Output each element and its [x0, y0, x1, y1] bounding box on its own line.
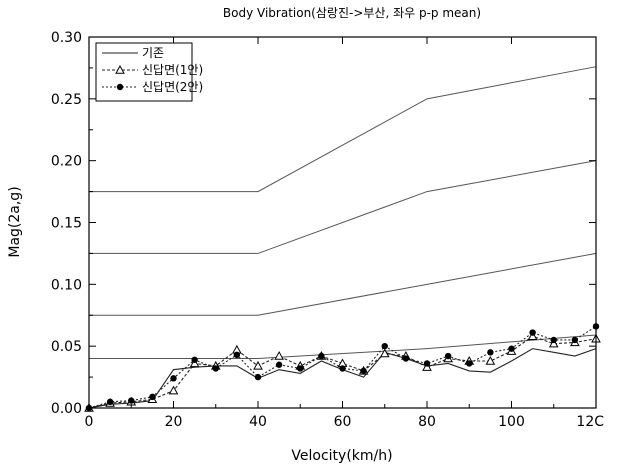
data-point-triangle [422, 362, 432, 371]
data-point-triangle [274, 351, 284, 360]
x-tick-label: 80 [418, 414, 436, 430]
x-tick-label: 12C [576, 414, 604, 430]
y-tick-label: 0.10 [51, 277, 82, 293]
reference-line [89, 160, 597, 254]
data-point-triangle [253, 360, 263, 370]
data-point-triangle [485, 355, 496, 365]
data-point-circle [487, 349, 494, 356]
legend-marker-triangle [115, 64, 125, 74]
y-axis-title: Mag(2a,g) [7, 186, 23, 257]
data-point-circle [254, 373, 262, 381]
reference-lines [89, 66, 597, 360]
data-point-circle [128, 397, 135, 404]
data-point-circle [106, 398, 114, 406]
chart-title: Body Vibration(삼랑진->부산, 좌우 p-p mean) [223, 6, 481, 20]
data-point-triangle [548, 338, 559, 348]
data-point-circle [444, 352, 452, 360]
y-tick-label: 0.25 [51, 92, 82, 108]
data-series [84, 323, 601, 412]
data-point-circle [318, 352, 325, 360]
legend-label: 신답면(1안) [142, 63, 203, 77]
x-tick-label: 0 [85, 414, 94, 430]
data-point-circle [466, 360, 473, 367]
y-tick-labels: 0.00 0.05 0.10 0.15 0.20 0.25 0.30 [51, 30, 82, 417]
data-point-circle [233, 351, 241, 359]
legend-label: 신답면(2안) [142, 80, 203, 94]
series-line [88, 348, 597, 409]
data-point-triangle [527, 331, 538, 340]
y-tick-label: 0.30 [51, 30, 82, 46]
data-point-triangle [189, 358, 200, 368]
data-point-circle [149, 393, 156, 401]
data-point-circle [571, 336, 579, 344]
data-point-circle [529, 329, 536, 336]
data-point-triangle [168, 385, 179, 395]
x-tick-label: 20 [165, 414, 183, 430]
legend-marker-circle [116, 83, 124, 91]
x-tick-labels: 0 20 40 60 80 100 12C [85, 414, 605, 430]
data-point-circle [508, 345, 515, 352]
legend-box [95, 42, 193, 102]
data-point-circle [170, 375, 177, 382]
data-point-circle [360, 367, 367, 375]
data-point-circle [339, 365, 346, 372]
series-1 [84, 331, 601, 412]
series-0 [88, 348, 597, 409]
y-tick-label: 0.05 [51, 339, 82, 355]
reference-line [89, 252, 597, 316]
data-point-circle [212, 365, 219, 372]
y-tick-label: 0.20 [51, 154, 82, 170]
x-tick-label: 40 [249, 414, 267, 430]
x-tick-label: 100 [498, 414, 525, 430]
y-tick-label: 0.00 [51, 401, 82, 417]
data-point-circle [381, 342, 388, 350]
data-point-circle [275, 361, 283, 368]
x-axis-title: Velocity(km/h) [291, 448, 392, 464]
axis-ticks [88, 36, 597, 409]
legend-label: 기존 [142, 46, 164, 60]
reference-line [89, 66, 597, 193]
reference-line [89, 334, 597, 360]
y-tick-label: 0.15 [51, 216, 82, 232]
data-point-circle [423, 360, 431, 367]
data-point-triangle [379, 348, 390, 358]
data-point-circle [550, 336, 557, 344]
data-point-circle [297, 365, 304, 372]
data-point-circle [402, 355, 410, 362]
series-2 [85, 323, 600, 412]
series-line [88, 335, 597, 409]
data-point-circle [191, 356, 198, 363]
x-tick-label: 60 [334, 414, 352, 430]
